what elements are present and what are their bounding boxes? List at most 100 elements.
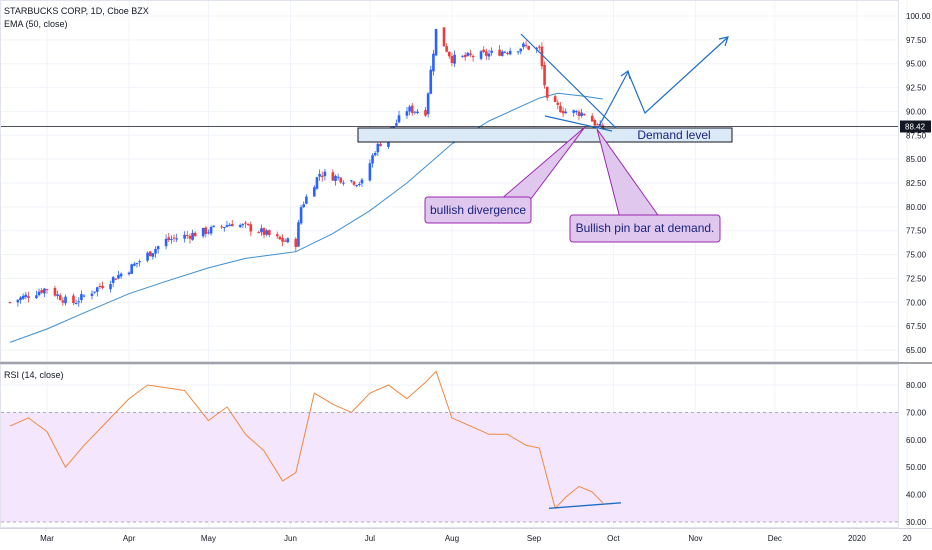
candle-body [133, 263, 136, 266]
wedge-lower-line [544, 115, 613, 132]
candle-body [43, 288, 46, 294]
candle-body [80, 294, 83, 301]
candle-body [278, 236, 282, 240]
candle-body [21, 295, 25, 299]
candle-body [299, 207, 303, 224]
candle-body [268, 230, 271, 236]
price-tick-label: 77.50 [906, 227, 927, 236]
candle-body [485, 51, 488, 56]
candle-body [201, 227, 205, 237]
candle-body [553, 96, 557, 102]
candle-body [471, 55, 475, 58]
candle-body [275, 234, 279, 237]
candle-body [318, 174, 321, 177]
candle-body [188, 235, 192, 239]
candle-body [24, 294, 28, 297]
candle-body [482, 49, 485, 53]
candle-body [572, 110, 575, 113]
rsi-group [9, 370, 604, 510]
candle-body [469, 53, 472, 56]
candle-body [228, 224, 231, 227]
candle-body [90, 293, 94, 296]
candle-body [371, 155, 374, 164]
candle-body [305, 196, 308, 204]
candle-body [302, 204, 306, 208]
candle-body [500, 51, 504, 56]
candle-body [191, 232, 194, 240]
candle-body [373, 152, 377, 156]
time-tick-label: Apr [123, 534, 136, 543]
candle-body [479, 51, 483, 59]
price-tick-label: 67.50 [906, 322, 927, 331]
candle-body [379, 143, 382, 147]
candle-body [405, 111, 409, 116]
candle-body [432, 53, 435, 72]
candle-body [323, 171, 327, 177]
time-tick-label: Oct [607, 534, 620, 543]
candle-body [352, 181, 356, 185]
candle-body [151, 253, 155, 257]
candle-body [556, 102, 560, 105]
rsi-tick-label: 80.00 [906, 381, 927, 390]
price-tick-label: 87.50 [906, 131, 927, 140]
time-tick-label: May [201, 534, 216, 543]
projection-path [597, 37, 728, 129]
candle-body [127, 272, 131, 275]
candle-body [260, 228, 263, 233]
candle-body [297, 222, 300, 247]
time-tick-label: Aug [445, 534, 459, 543]
candle-body [257, 232, 261, 234]
ema-group [9, 92, 603, 343]
demand-zone [357, 127, 733, 143]
candle-body [580, 112, 583, 117]
rsi-pane-border [0, 364, 899, 528]
candle-body [442, 27, 446, 47]
price-tick-label: 75.00 [906, 251, 927, 260]
candle-body [424, 110, 427, 116]
candle-body [244, 222, 247, 224]
candle-body [230, 223, 234, 227]
candle-body [238, 225, 242, 228]
candle-body [223, 227, 226, 229]
candle-body [545, 86, 549, 98]
candle-body [93, 291, 96, 293]
candle-body [527, 45, 530, 50]
candle-body [249, 224, 253, 232]
candle-body [61, 300, 65, 303]
candles-group [8, 27, 605, 307]
candle-body [506, 52, 509, 54]
candle-body [101, 285, 104, 289]
candle-body [429, 69, 433, 94]
candle-body [109, 284, 112, 290]
candle-body [212, 225, 216, 227]
rsi-legend-label: RSI (14, close) [4, 370, 64, 380]
candle-body [564, 111, 568, 114]
price-tick-label: 72.50 [906, 274, 927, 283]
candle-body [8, 302, 12, 304]
chart-symbol-label: STARBUCKS CORP, 1D, Cboe BZX [4, 6, 149, 16]
candle-body [175, 238, 178, 240]
candle-body [334, 175, 337, 182]
candle-body [508, 50, 512, 55]
candle-body [559, 105, 562, 113]
price-tick-label: 90.00 [906, 107, 927, 116]
candle-body [56, 294, 59, 296]
candle-body [241, 224, 245, 226]
axis-group: 65.00 67.50 70.00 72.50 75.00 77.50 80.00 82.50… [40, 12, 931, 543]
rsi-tick-label: 60.00 [906, 436, 927, 445]
candle-body [582, 113, 586, 116]
candle-body [540, 46, 544, 67]
price-tick-label: 97.50 [906, 36, 927, 45]
candle-body [16, 299, 20, 303]
candle-body [339, 177, 343, 183]
candle-body [146, 252, 149, 261]
candle-body [204, 227, 208, 235]
rsi-tick-label: 70.00 [906, 408, 927, 417]
drawings-group: Demand level bullish divergence Bullish pi… [1, 33, 898, 509]
candle-body [516, 51, 520, 53]
time-tick-label: Sep [527, 534, 542, 543]
candle-body [40, 290, 44, 293]
candle-body [172, 237, 176, 239]
price-tick-label: 70.00 [906, 298, 927, 307]
candle-body [183, 234, 186, 239]
